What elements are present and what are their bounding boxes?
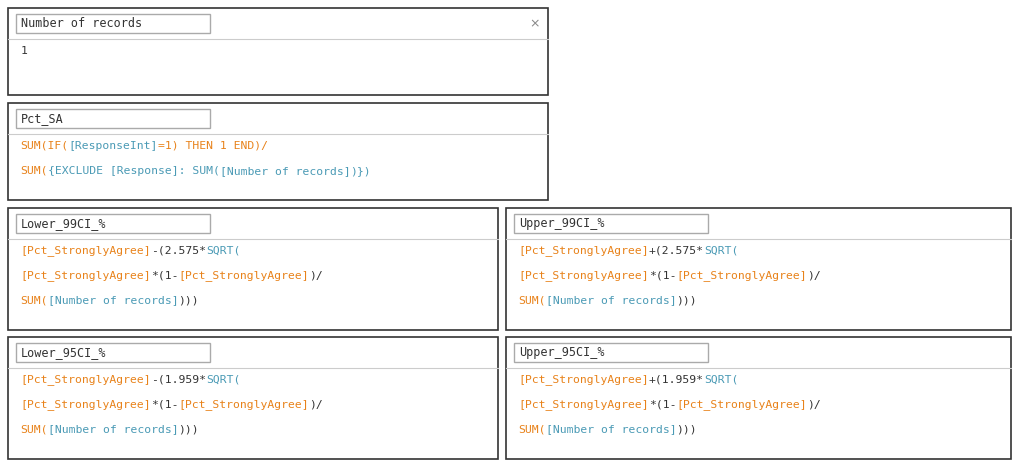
Text: [Number of records]: [Number of records]	[546, 424, 677, 435]
FancyBboxPatch shape	[16, 343, 210, 362]
Text: Pct_SA: Pct_SA	[21, 112, 64, 125]
Text: *(1-: *(1-	[649, 400, 677, 410]
Text: [Pct_StronglyAgree]: [Pct_StronglyAgree]	[20, 245, 151, 256]
Text: Number of records: Number of records	[21, 17, 143, 30]
Text: [Pct_StronglyAgree]: [Pct_StronglyAgree]	[20, 270, 151, 281]
Text: SQRT(: SQRT(	[704, 375, 738, 385]
Text: [Pct_StronglyAgree]: [Pct_StronglyAgree]	[20, 399, 151, 410]
Text: SUM(: SUM(	[519, 296, 546, 306]
Text: [Number of records]: [Number of records]	[546, 296, 677, 306]
Text: SUM(: SUM(	[20, 424, 48, 435]
Text: [Pct_StronglyAgree]: [Pct_StronglyAgree]	[519, 374, 649, 385]
Text: Upper_95CI_%: Upper_95CI_%	[520, 346, 604, 359]
Text: {EXCLUDE [Response]: SUM(: {EXCLUDE [Response]: SUM(	[48, 166, 220, 176]
Text: [ResponseInt]: [ResponseInt]	[68, 141, 158, 151]
Text: SUM(IF(: SUM(IF(	[20, 141, 68, 151]
FancyBboxPatch shape	[8, 8, 548, 95]
Text: [Number of records]: [Number of records]	[48, 296, 178, 306]
FancyBboxPatch shape	[506, 337, 1011, 459]
Text: [Pct_StronglyAgree]: [Pct_StronglyAgree]	[519, 399, 649, 410]
Text: )/: )/	[807, 400, 820, 410]
Text: [Pct_StronglyAgree]: [Pct_StronglyAgree]	[20, 374, 151, 385]
FancyBboxPatch shape	[8, 103, 548, 200]
FancyBboxPatch shape	[515, 214, 708, 233]
Text: ))): )))	[178, 424, 199, 435]
Text: )/: )/	[309, 271, 323, 281]
Text: SUM(: SUM(	[20, 296, 48, 306]
Text: ))): )))	[677, 296, 697, 306]
Text: ))): )))	[178, 296, 199, 306]
Text: =1) THEN 1 END)/: =1) THEN 1 END)/	[158, 141, 268, 151]
Text: SUM(: SUM(	[519, 424, 546, 435]
Text: *(1-: *(1-	[151, 400, 178, 410]
Text: [Pct_StronglyAgree]: [Pct_StronglyAgree]	[519, 270, 649, 281]
Text: SQRT(: SQRT(	[206, 246, 240, 256]
Text: +(1.959*: +(1.959*	[649, 375, 704, 385]
Text: [Pct_StronglyAgree]: [Pct_StronglyAgree]	[178, 399, 309, 410]
Text: [Pct_StronglyAgree]: [Pct_StronglyAgree]	[519, 245, 649, 256]
Text: *(1-: *(1-	[151, 271, 178, 281]
Text: [Pct_StronglyAgree]: [Pct_StronglyAgree]	[178, 270, 309, 281]
Text: -(2.575*: -(2.575*	[151, 246, 206, 256]
Text: ))): )))	[677, 424, 697, 435]
Text: [Pct_StronglyAgree]: [Pct_StronglyAgree]	[677, 270, 807, 281]
Text: [Pct_StronglyAgree]: [Pct_StronglyAgree]	[677, 399, 807, 410]
FancyBboxPatch shape	[16, 109, 210, 128]
Text: Lower_95CI_%: Lower_95CI_%	[21, 346, 107, 359]
Text: ×: ×	[530, 17, 540, 30]
Text: Upper_99CI_%: Upper_99CI_%	[520, 217, 604, 230]
Text: [Number of records]: [Number of records]	[48, 424, 178, 435]
Text: SQRT(: SQRT(	[206, 375, 240, 385]
Text: *(1-: *(1-	[649, 271, 677, 281]
Text: SUM(: SUM(	[20, 166, 48, 176]
Text: [Number of records]: [Number of records]	[220, 166, 351, 176]
FancyBboxPatch shape	[16, 214, 210, 233]
Text: +(2.575*: +(2.575*	[649, 246, 704, 256]
FancyBboxPatch shape	[8, 337, 498, 459]
Text: )/: )/	[807, 271, 820, 281]
FancyBboxPatch shape	[16, 14, 210, 33]
Text: )}): )})	[351, 166, 371, 176]
Text: SQRT(: SQRT(	[704, 246, 738, 256]
FancyBboxPatch shape	[8, 208, 498, 330]
Text: )/: )/	[309, 400, 323, 410]
Text: Lower_99CI_%: Lower_99CI_%	[21, 217, 107, 230]
Text: 1: 1	[20, 46, 28, 56]
FancyBboxPatch shape	[506, 208, 1011, 330]
Text: -(1.959*: -(1.959*	[151, 375, 206, 385]
FancyBboxPatch shape	[515, 343, 708, 362]
